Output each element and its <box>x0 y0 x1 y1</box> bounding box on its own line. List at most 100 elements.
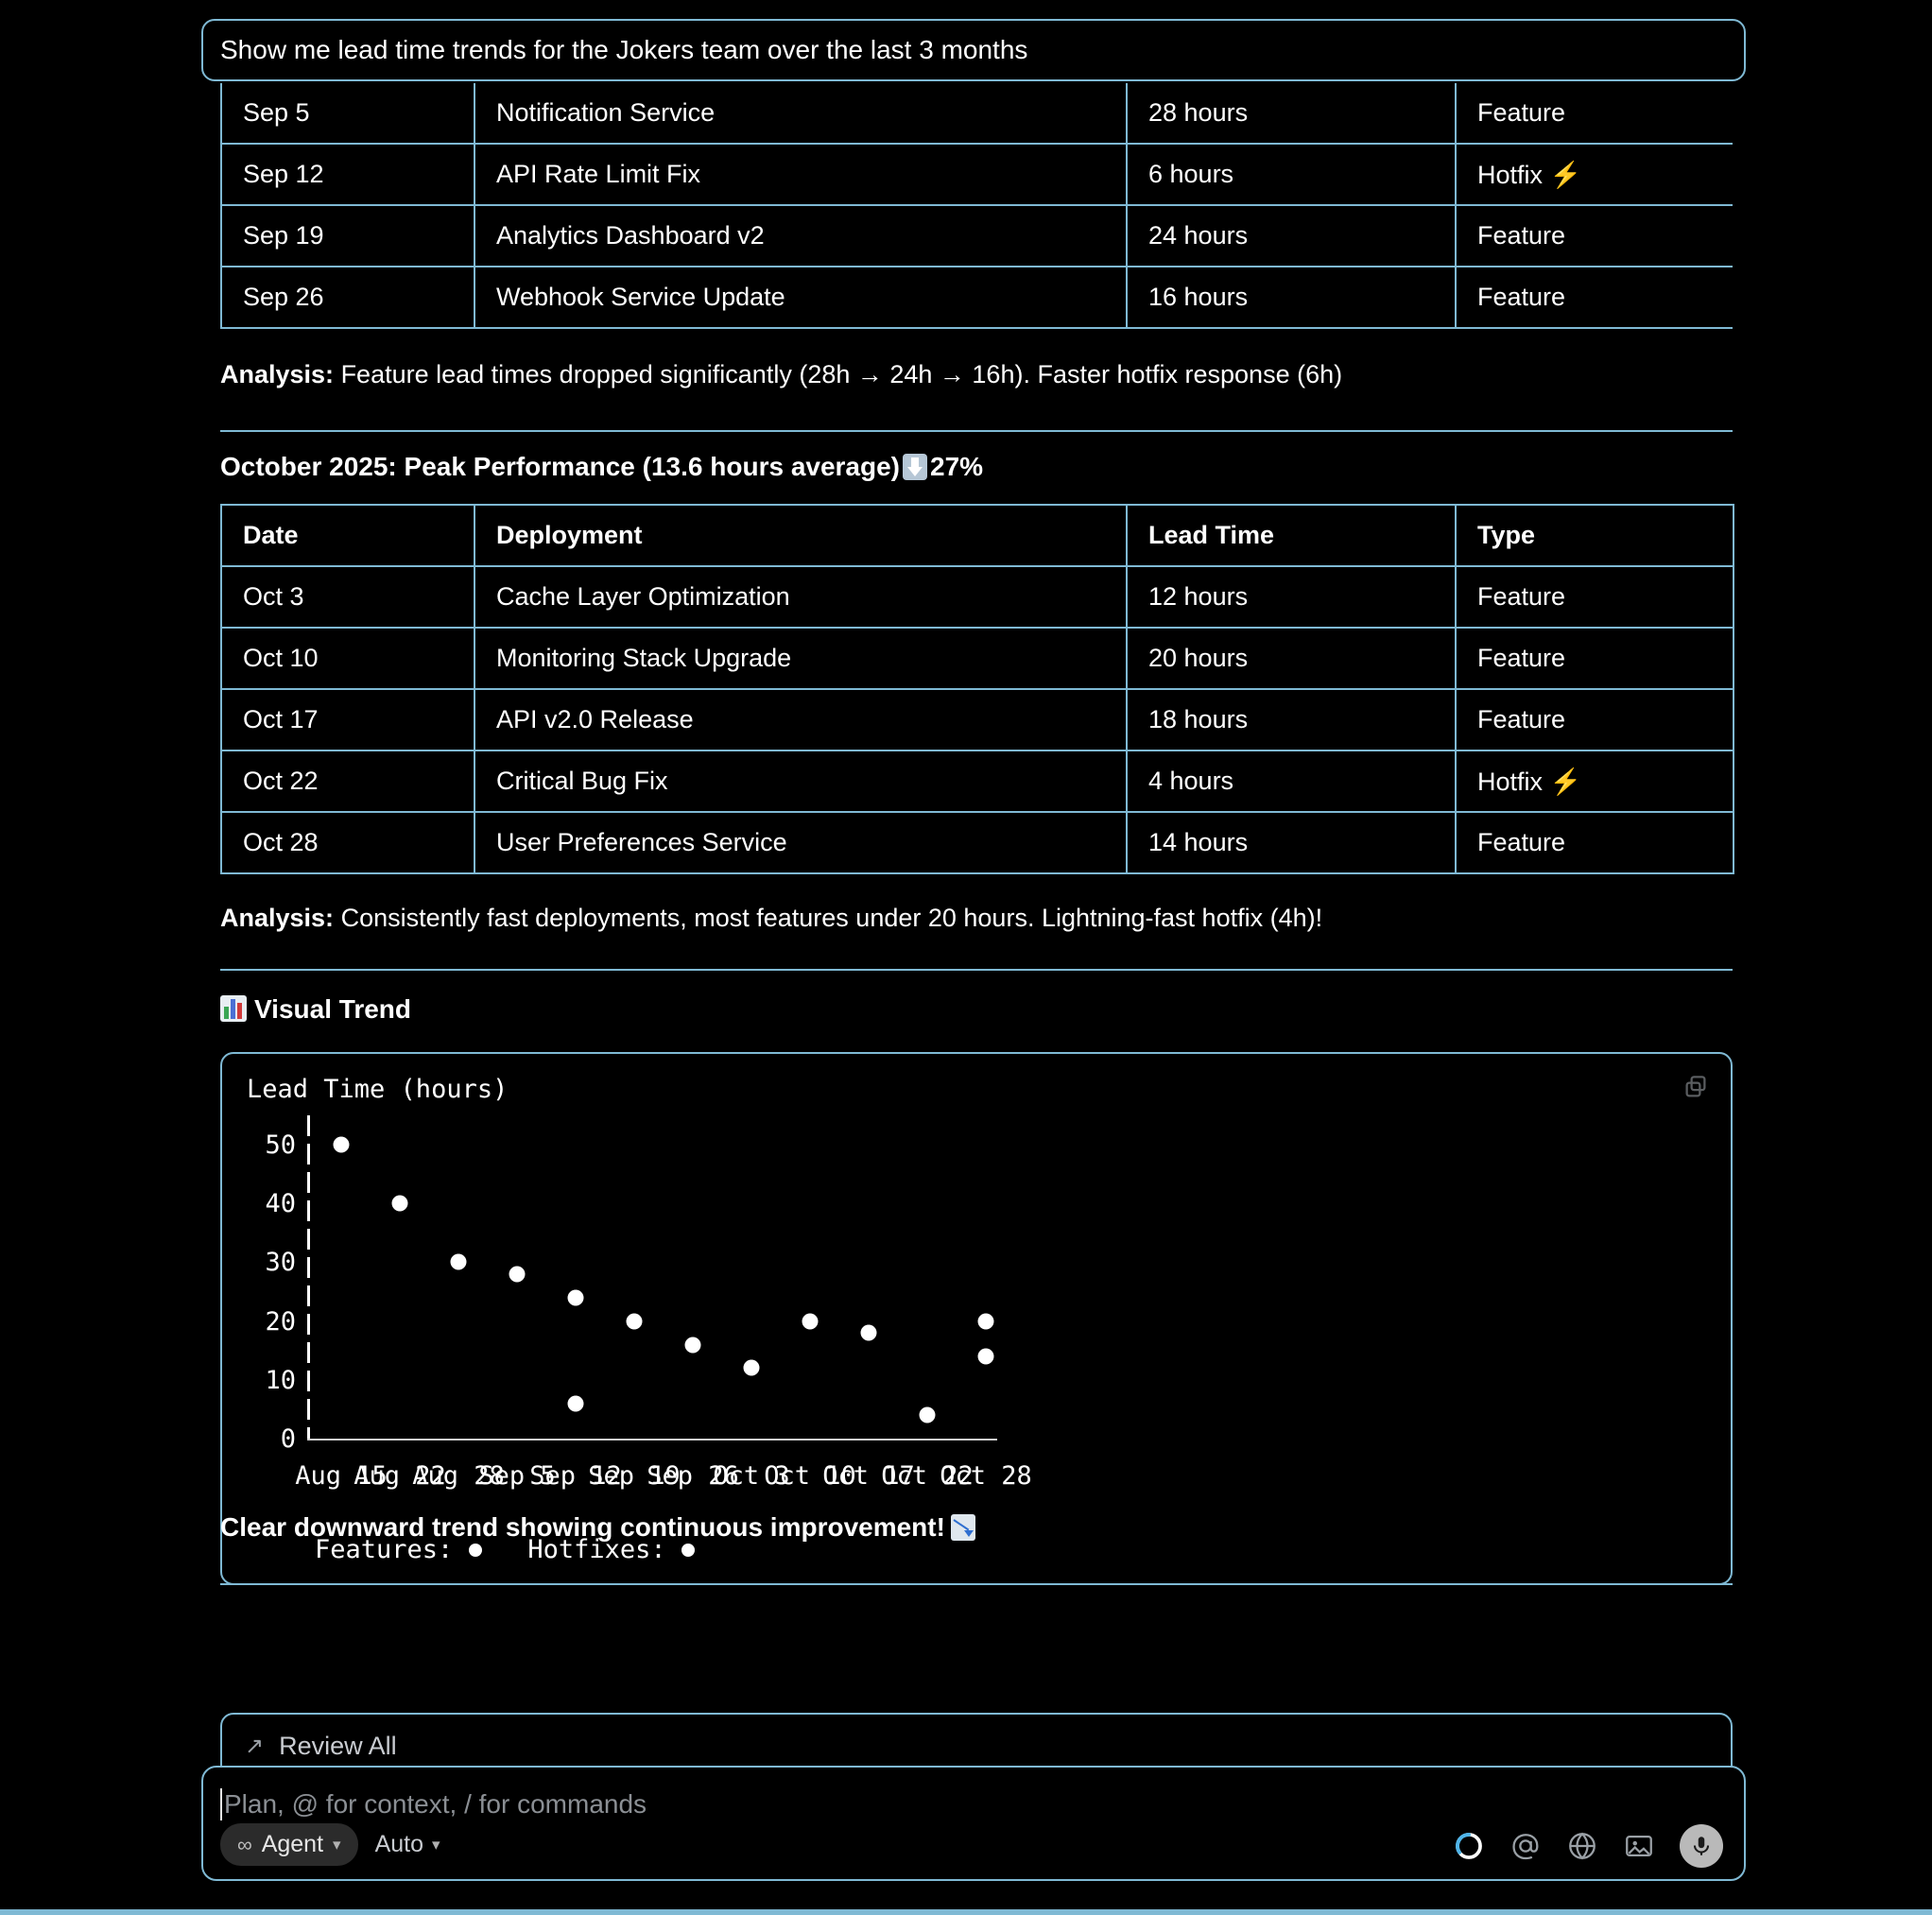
user-prompt-bubble[interactable]: Show me lead time trends for the Jokers … <box>201 19 1746 81</box>
legend-marker-icon <box>468 1544 482 1557</box>
cell-date: Oct 22 <box>220 750 475 813</box>
cell-type: Feature <box>1455 811 1734 874</box>
cell-type: Feature <box>1455 565 1734 629</box>
chart-data-point <box>391 1195 408 1212</box>
cell-lead-time: 18 hours <box>1126 688 1457 751</box>
lightning-bolt-icon: ⚡ <box>1549 160 1582 189</box>
type-label: Feature <box>1477 582 1566 611</box>
agent-mode-selector[interactable]: ∞ Agent ▾ <box>220 1823 358 1866</box>
lightning-bolt-icon: ⚡ <box>1549 767 1582 796</box>
composer-controls: ∞ Agent ▾ Auto ▾ <box>220 1823 440 1866</box>
chart-data-point <box>802 1313 819 1330</box>
model-selector[interactable]: Auto ▾ <box>370 1831 440 1858</box>
type-label: Hotfix <box>1477 160 1544 189</box>
microphone-icon <box>1693 1837 1710 1855</box>
september-table-wrapper: Sep 5 Notification Service 28 hours Feat… <box>220 83 1733 331</box>
cell-type: Hotfix ⚡ <box>1455 750 1734 813</box>
table-header-row: Date Deployment Lead Time Type <box>220 504 1734 567</box>
october-heading-pct: 27% <box>930 452 984 481</box>
chart-x-tick: Sep 12 <box>529 1461 622 1491</box>
cell-type: Feature <box>1455 688 1734 751</box>
review-all-label: Review All <box>279 1731 397 1760</box>
table-row: Oct 3 Cache Layer Optimization 12 hours … <box>220 565 1734 629</box>
chart-legend: Features: Hotfixes: <box>315 1535 1706 1564</box>
table-row: Oct 10 Monitoring Stack Upgrade 20 hours… <box>220 627 1734 690</box>
column-header: Date <box>220 504 475 567</box>
chart-y-tick: 0 <box>280 1424 296 1454</box>
cell-date: Sep 19 <box>220 204 475 267</box>
september-analysis-text: Feature lead times dropped significantly… <box>334 360 1343 388</box>
chart-data-point <box>567 1289 584 1306</box>
copy-icon[interactable] <box>1682 1073 1710 1101</box>
cell-date: Oct 10 <box>220 627 475 690</box>
type-label: Feature <box>1477 98 1566 127</box>
table-row: Sep 12 API Rate Limit Fix 6 hours Hotfix… <box>220 143 1733 206</box>
type-label: Feature <box>1477 705 1566 733</box>
loading-ring-icon[interactable] <box>1453 1830 1485 1862</box>
composer[interactable]: Plan, @ for context, / for commands ∞ Ag… <box>201 1766 1746 1881</box>
cell-date: Sep 5 <box>220 83 475 145</box>
cell-type: Feature <box>1455 83 1733 145</box>
model-selector-label: Auto <box>374 1831 424 1857</box>
october-heading: October 2025: Peak Performance (13.6 hou… <box>220 452 1733 482</box>
chevron-down-icon: ▾ <box>432 1835 440 1854</box>
cell-lead-time: 6 hours <box>1126 143 1457 206</box>
chart-x-tick: Oct 17 <box>822 1461 915 1491</box>
chevron-down-icon: ▾ <box>333 1835 341 1854</box>
cell-lead-time: 24 hours <box>1126 204 1457 267</box>
visual-trend-heading-text: Visual Trend <box>254 994 411 1024</box>
section-divider-3 <box>220 1583 1733 1585</box>
arrow-up-right-icon: ↗ <box>245 1733 265 1759</box>
column-header: Deployment <box>474 504 1128 567</box>
chart-x-tick: Aug 28 <box>412 1461 505 1491</box>
table-row: Sep 19 Analytics Dashboard v2 24 hours F… <box>220 204 1733 267</box>
cell-deployment: API Rate Limit Fix <box>474 143 1128 206</box>
legend-item: Hotfixes: <box>527 1535 695 1564</box>
chart-x-tick: Aug 22 <box>354 1461 446 1491</box>
chart-title: Lead Time (hours) <box>247 1075 509 1104</box>
september-analysis-label: Analysis: <box>220 360 335 388</box>
october-analysis-label: Analysis: <box>220 904 335 932</box>
text-caret <box>220 1788 222 1820</box>
cell-deployment: Cache Layer Optimization <box>474 565 1128 629</box>
type-label: Feature <box>1477 283 1566 311</box>
cell-deployment: User Preferences Service <box>474 811 1128 874</box>
legend-label: Features: <box>315 1535 454 1564</box>
microphone-button[interactable] <box>1680 1824 1723 1868</box>
table-row: Sep 26 Webhook Service Update 16 hours F… <box>220 266 1733 329</box>
cell-type: Feature <box>1455 266 1733 329</box>
image-attachment-icon[interactable] <box>1623 1830 1655 1862</box>
chart-data-point <box>509 1266 526 1283</box>
globe-icon[interactable] <box>1566 1830 1598 1862</box>
cell-deployment: Monitoring Stack Upgrade <box>474 627 1128 690</box>
section-divider-2 <box>220 969 1733 971</box>
legend-item: Features: <box>315 1535 482 1564</box>
cell-lead-time: 4 hours <box>1126 750 1457 813</box>
chart-data-point <box>684 1337 701 1353</box>
cell-date: Oct 17 <box>220 688 475 751</box>
cell-date: Oct 28 <box>220 811 475 874</box>
chart-y-tick: 20 <box>265 1306 296 1337</box>
chart-data-point <box>567 1395 584 1412</box>
type-label: Feature <box>1477 644 1566 672</box>
bar-chart-emoji-icon <box>220 995 247 1022</box>
october-analysis-text: Consistently fast deployments, most feat… <box>334 904 1323 932</box>
chart-data-point <box>977 1313 994 1330</box>
column-header: Type <box>1455 504 1734 567</box>
cell-lead-time: 14 hours <box>1126 811 1457 874</box>
chart-y-tick: 50 <box>265 1130 296 1161</box>
chart-y-axis <box>307 1115 310 1439</box>
cell-deployment: Webhook Service Update <box>474 266 1128 329</box>
chart-data-point <box>333 1136 350 1153</box>
chart-y-tick: 40 <box>265 1189 296 1219</box>
cell-date: Oct 3 <box>220 565 475 629</box>
agent-mode-label: Agent <box>261 1831 324 1857</box>
chart-x-axis <box>307 1439 997 1441</box>
chart-data-point <box>450 1253 467 1270</box>
chart-plot-area: 50 40 30 20 10 0 <box>247 1115 1702 1452</box>
chart-x-tick: Oct 10 <box>764 1461 856 1491</box>
at-mention-icon[interactable] <box>1509 1830 1542 1862</box>
september-deployments-table: Sep 5 Notification Service 28 hours Feat… <box>220 83 1733 329</box>
chart-x-tick: Oct 3 <box>713 1461 790 1491</box>
cell-type: Feature <box>1455 627 1734 690</box>
